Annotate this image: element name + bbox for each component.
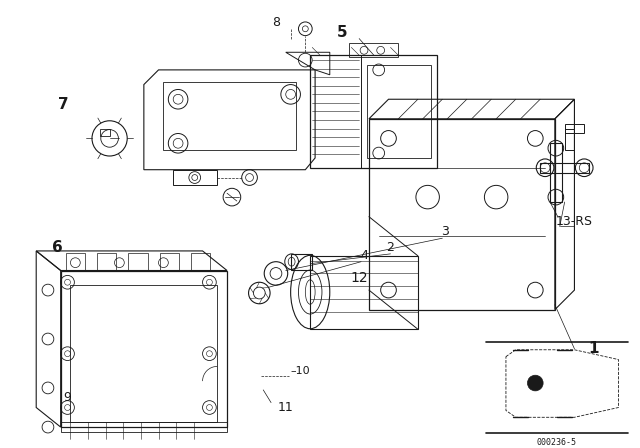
Text: 4: 4 [360, 250, 368, 263]
Text: 13-RS: 13-RS [556, 215, 593, 228]
Bar [291, 254, 312, 270]
Text: 1: 1 [589, 341, 599, 356]
Text: 12: 12 [350, 271, 368, 285]
Bar [564, 129, 575, 150]
Text: 5: 5 [337, 25, 348, 40]
Text: 6: 6 [52, 241, 63, 255]
Text: 000236-5: 000236-5 [537, 438, 577, 447]
Bar [61, 271, 227, 427]
Bar [65, 253, 85, 271]
Text: 8: 8 [272, 17, 280, 30]
Bar [564, 124, 584, 134]
Bar [163, 82, 296, 150]
Text: 2: 2 [387, 241, 394, 254]
Bar [349, 43, 398, 57]
Bar [367, 65, 431, 158]
Bar [100, 129, 109, 137]
Bar [369, 119, 555, 310]
Text: –10: –10 [291, 366, 310, 376]
Bar [191, 253, 211, 271]
Text: 9: 9 [63, 391, 72, 404]
Text: 3: 3 [442, 225, 449, 238]
Bar [550, 143, 562, 202]
Bar [540, 163, 589, 172]
Bar [128, 253, 148, 271]
Text: 11: 11 [278, 401, 294, 414]
Circle shape [527, 375, 543, 391]
Bar [70, 285, 217, 422]
Text: 7: 7 [58, 97, 69, 112]
Bar [310, 55, 437, 168]
Bar [310, 256, 418, 329]
Bar [159, 253, 179, 271]
Bar [61, 422, 227, 432]
Bar [97, 253, 116, 271]
